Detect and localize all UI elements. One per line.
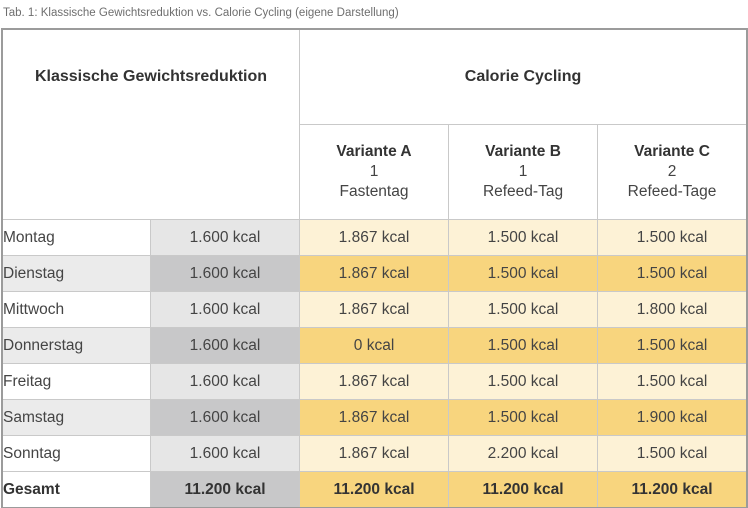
table-row: Freitag 1.600 kcal 1.867 kcal 1.500 kcal… (2, 363, 748, 400)
classic-cell: 1.600 kcal (149, 327, 301, 364)
total-row: Gesamt 11.200 kcal 11.200 kcal 11.200 kc… (2, 471, 748, 508)
table-row: Donnerstag 1.600 kcal 0 kcal 1.500 kcal … (2, 327, 748, 364)
header-variant-a: Variante A 1 Fastentag (299, 124, 450, 220)
day-cell: Donnerstag (2, 327, 151, 364)
comparison-table: Klassische Gewichtsreduktion Calorie Cyc… (0, 28, 748, 508)
classic-cell: 1.600 kcal (149, 219, 301, 256)
variant-c-cell: 1.500 kcal (597, 327, 748, 364)
variant-c-cell: 1.800 kcal (597, 291, 748, 328)
variant-name: Variante B (485, 143, 561, 160)
variant-a-cell: 1.867 kcal (299, 255, 450, 292)
variant-name: Variante A (336, 143, 412, 160)
classic-total: 11.200 kcal (149, 471, 301, 508)
variant-b-cell: 1.500 kcal (448, 399, 599, 436)
variant-b-cell: 1.500 kcal (448, 327, 599, 364)
day-cell: Samstag (2, 399, 151, 436)
table-row: Samstag 1.600 kcal 1.867 kcal 1.500 kcal… (2, 399, 748, 436)
classic-cell: 1.600 kcal (149, 399, 301, 436)
day-cell: Montag (2, 219, 151, 256)
day-cell: Dienstag (2, 255, 151, 292)
table-row: Sonntag 1.600 kcal 1.867 kcal 2.200 kcal… (2, 435, 748, 472)
variant-c-cell: 1.500 kcal (597, 363, 748, 400)
variant-a-cell: 1.867 kcal (299, 291, 450, 328)
variant-a-total: 11.200 kcal (299, 471, 450, 508)
variant-a-cell: 1.867 kcal (299, 435, 450, 472)
header-variant-b: Variante B 1 Refeed-Tag (448, 124, 599, 220)
classic-cell: 1.600 kcal (149, 255, 301, 292)
variant-b-cell: 1.500 kcal (448, 363, 599, 400)
day-cell: Freitag (2, 363, 151, 400)
header-variant-c: Variante C 2 Refeed-Tage (597, 124, 748, 220)
variant-desc: Refeed-Tag (482, 183, 564, 200)
variant-a-cell: 0 kcal (299, 327, 450, 364)
variant-b-cell: 1.500 kcal (448, 255, 599, 292)
variant-a-cell: 1.867 kcal (299, 399, 450, 436)
table-row: Montag 1.600 kcal 1.867 kcal 1.500 kcal … (2, 219, 748, 256)
header-calorie-cycling: Calorie Cycling (299, 29, 748, 125)
variant-desc: Refeed-Tage (627, 183, 717, 200)
variant-b-cell: 2.200 kcal (448, 435, 599, 472)
variant-desc: Fastentag (339, 183, 409, 200)
header-classic-label: Klassische Gewichtsreduktion (34, 68, 268, 85)
variant-b-cell: 1.500 kcal (448, 219, 599, 256)
table-row: Dienstag 1.600 kcal 1.867 kcal 1.500 kca… (2, 255, 748, 292)
variant-count: 2 (667, 163, 677, 180)
variant-c-cell: 1.500 kcal (597, 255, 748, 292)
variant-b-total: 11.200 kcal (448, 471, 599, 508)
day-cell: Mittwoch (2, 291, 151, 328)
variant-name: Variante C (634, 143, 710, 160)
table-row: Mittwoch 1.600 kcal 1.867 kcal 1.500 kca… (2, 291, 748, 328)
classic-cell: 1.600 kcal (149, 435, 301, 472)
total-label: Gesamt (2, 471, 151, 508)
variant-count: 1 (518, 163, 528, 180)
variant-b-cell: 1.500 kcal (448, 291, 599, 328)
table-caption: Tab. 1: Klassische Gewichtsreduktion vs.… (3, 7, 399, 19)
variant-c-cell: 1.500 kcal (597, 219, 748, 256)
classic-cell: 1.600 kcal (149, 291, 301, 328)
variant-c-cell: 1.900 kcal (597, 399, 748, 436)
header-classic: Klassische Gewichtsreduktion (1, 29, 301, 220)
day-cell: Sonntag (2, 435, 151, 472)
variant-a-cell: 1.867 kcal (299, 219, 450, 256)
variant-count: 1 (369, 163, 379, 180)
classic-cell: 1.600 kcal (149, 363, 301, 400)
variant-a-cell: 1.867 kcal (299, 363, 450, 400)
variant-c-cell: 1.500 kcal (597, 435, 748, 472)
variant-c-total: 11.200 kcal (597, 471, 748, 508)
